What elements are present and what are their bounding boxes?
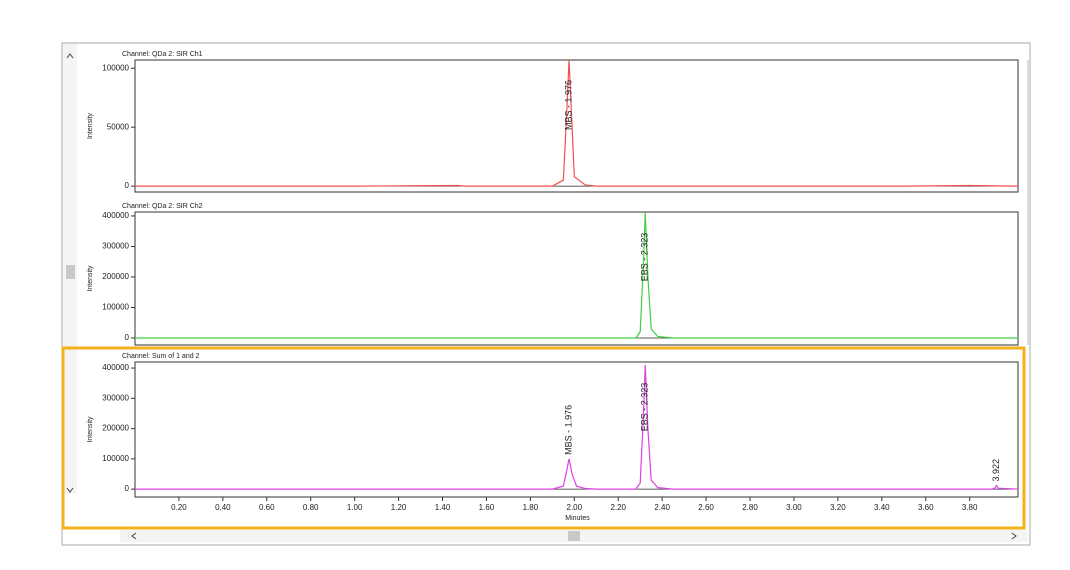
x-tick-label: 3.80 xyxy=(962,503,978,512)
y-tick-label: 200000 xyxy=(102,424,129,433)
trace-line xyxy=(135,365,1019,490)
x-tick-label: 1.40 xyxy=(435,503,451,512)
x-tick-label: 1.20 xyxy=(391,503,407,512)
chart-title: Channel: QDa 2: SIR Ch2 xyxy=(122,203,203,210)
plot-frame xyxy=(134,361,1019,498)
charts: Channel: QDa 2: SIR Ch1 Intensity 0 50000 10… xyxy=(87,51,1019,522)
y-axis-label: Intensity xyxy=(87,416,94,443)
x-tick-label: 0.40 xyxy=(215,503,231,512)
trace-line xyxy=(135,212,1018,339)
y-tick-label: 0 xyxy=(125,181,130,190)
peak-label: MBS - 1.976 xyxy=(563,405,573,455)
peak-label: 3.922 xyxy=(991,459,1001,482)
x-tick-label: 2.80 xyxy=(742,503,758,512)
y-tick-label: 200000 xyxy=(102,272,129,281)
chart-title: Channel: Sum of 1 and 2 xyxy=(122,353,200,360)
y-tick-label: 400000 xyxy=(102,363,129,372)
x-tick-label: 3.40 xyxy=(874,503,890,512)
x-tick-label: 1.60 xyxy=(479,503,495,512)
x-tick-label: 2.00 xyxy=(567,503,583,512)
y-tick-label: 50000 xyxy=(107,122,130,131)
peak-label: MBS - 1.976 xyxy=(563,80,573,130)
x-tick-label: 2.60 xyxy=(698,503,714,512)
y-tick-label: 300000 xyxy=(102,393,129,402)
selection-highlight xyxy=(61,346,1026,530)
y-tick-label: 0 xyxy=(125,484,130,493)
plot-frame xyxy=(134,59,1019,193)
scroll-up-arrow[interactable] xyxy=(66,53,74,59)
chart-title: Channel: QDa 2: SIR Ch1 xyxy=(122,51,203,58)
x-tick-label: 1.80 xyxy=(523,503,539,512)
trace-line xyxy=(135,59,1019,187)
x-tick-label: 2.20 xyxy=(610,503,626,512)
x-tick-label: 3.60 xyxy=(918,503,934,512)
y-tick-label: 100000 xyxy=(102,303,129,312)
y-axis-label: Intensity xyxy=(87,265,94,292)
x-tick-label: 3.20 xyxy=(830,503,846,512)
horizontal-scroll-thumb[interactable] xyxy=(568,531,580,541)
scroll-left-arrow[interactable] xyxy=(131,532,137,540)
y-tick-label: 100000 xyxy=(102,63,129,72)
vertical-scroll-thumb[interactable] xyxy=(66,265,75,279)
x-tick-label: 0.60 xyxy=(259,503,275,512)
peak-label: EBS - 2.323 xyxy=(640,383,650,432)
scroll-down-arrow[interactable] xyxy=(66,487,74,493)
x-tick-label: 3.00 xyxy=(786,503,802,512)
x-tick-label: 0.20 xyxy=(171,503,187,512)
y-tick-label: 400000 xyxy=(102,211,129,220)
x-tick-label: 0.80 xyxy=(303,503,319,512)
peak-label: EBS - 2.323 xyxy=(640,233,650,282)
plot-frame xyxy=(134,211,1019,346)
x-axis-label: Minutes xyxy=(565,515,590,522)
y-tick-label: 300000 xyxy=(102,242,129,251)
x-tick-label: 2.40 xyxy=(654,503,670,512)
y-tick-label: 100000 xyxy=(102,454,129,463)
scroll-right-arrow[interactable] xyxy=(1011,532,1017,540)
y-tick-label: 0 xyxy=(125,333,130,342)
y-axis-label: Intensity xyxy=(87,112,94,139)
x-tick-label: 1.00 xyxy=(347,503,363,512)
